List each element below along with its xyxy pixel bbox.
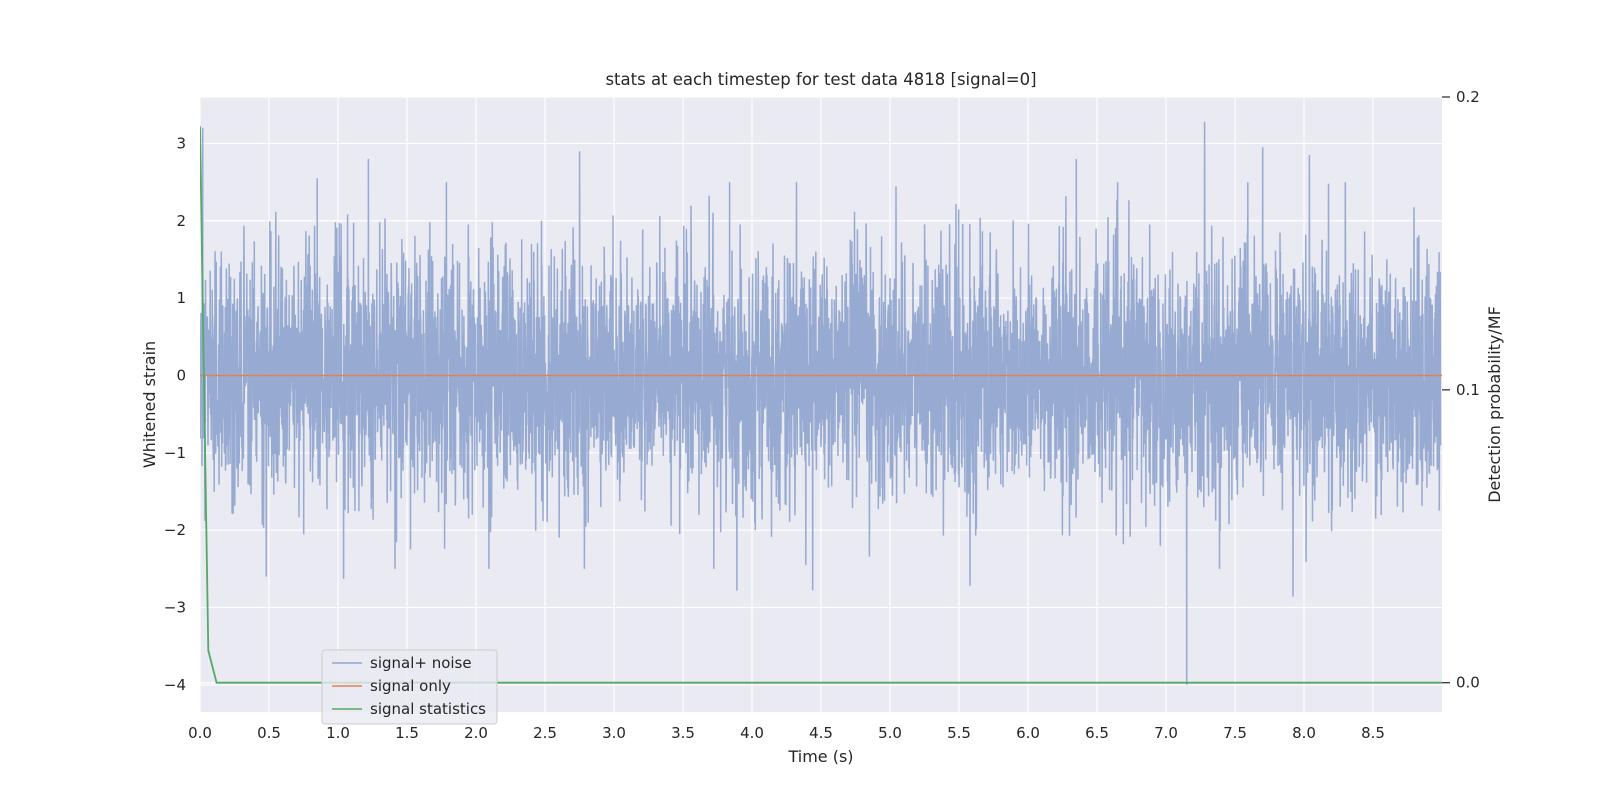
y2-tick-label: 0.0 xyxy=(1456,674,1480,692)
y-tick-label: −1 xyxy=(164,444,186,462)
y-tick-label: 3 xyxy=(176,134,186,152)
legend-box xyxy=(321,649,498,725)
x-tick-label: 5.0 xyxy=(878,724,902,742)
y-tick-label: −2 xyxy=(164,521,186,539)
legend-label-signal-statistics: signal statistics xyxy=(370,700,486,718)
y2-tick-label: 0.1 xyxy=(1456,381,1480,399)
y-tick-label: 2 xyxy=(176,212,186,230)
x-axis: 0.0 0.5 1.0 1.5 2.0 2.5 3.0 3.5 4.0 4.5 5.0 5.5 6.0 6… xyxy=(188,724,1385,742)
x-tick-label: 7.5 xyxy=(1223,724,1247,742)
x-tick-label: 4.5 xyxy=(809,724,833,742)
x-tick-label: 8.5 xyxy=(1361,724,1385,742)
series-signal-statistics xyxy=(200,126,1442,684)
legend-label-signal-only: signal only xyxy=(370,677,451,695)
y-axis-left: 3 2 1 0 −1 −2 −3 −4 xyxy=(164,134,186,694)
y-axis-label: Whitened strain xyxy=(140,341,159,468)
y-tick-label: −4 xyxy=(164,676,186,694)
x-tick-label: 8.0 xyxy=(1292,724,1316,742)
x-tick-label: 1.5 xyxy=(395,724,419,742)
x-axis-label: Time (s) xyxy=(787,747,853,766)
y-tick-label: 1 xyxy=(176,289,186,307)
y-tick-label: 0 xyxy=(176,366,186,384)
legend-label-signal-noise: signal+ noise xyxy=(370,654,472,672)
series-layer xyxy=(200,121,1442,685)
x-tick-label: 1.0 xyxy=(326,724,350,742)
chart-title: stats at each timestep for test data 481… xyxy=(605,70,1036,89)
x-tick-label: 5.5 xyxy=(947,724,971,742)
x-tick-label: 2.5 xyxy=(533,724,557,742)
x-tick-label: 0.5 xyxy=(257,724,281,742)
x-tick-label: 3.5 xyxy=(671,724,695,742)
x-tick-label: 0.0 xyxy=(188,724,212,742)
series-signal-noise xyxy=(200,121,1442,685)
y2-tick-label: 0.2 xyxy=(1456,88,1480,106)
x-tick-label: 7.0 xyxy=(1154,724,1178,742)
y-axis-right: 0.2 0.1 0.0 xyxy=(1442,88,1480,692)
x-tick-label: 2.0 xyxy=(464,724,488,742)
legend: signal+ noise signal only signal statist… xyxy=(321,649,498,725)
y-tick-label: −3 xyxy=(164,599,186,617)
x-tick-label: 4.0 xyxy=(740,724,764,742)
x-tick-label: 3.0 xyxy=(602,724,626,742)
x-tick-label: 6.5 xyxy=(1085,724,1109,742)
y2-axis-label: Detection probability/MF xyxy=(1485,306,1504,503)
x-tick-label: 6.0 xyxy=(1016,724,1040,742)
